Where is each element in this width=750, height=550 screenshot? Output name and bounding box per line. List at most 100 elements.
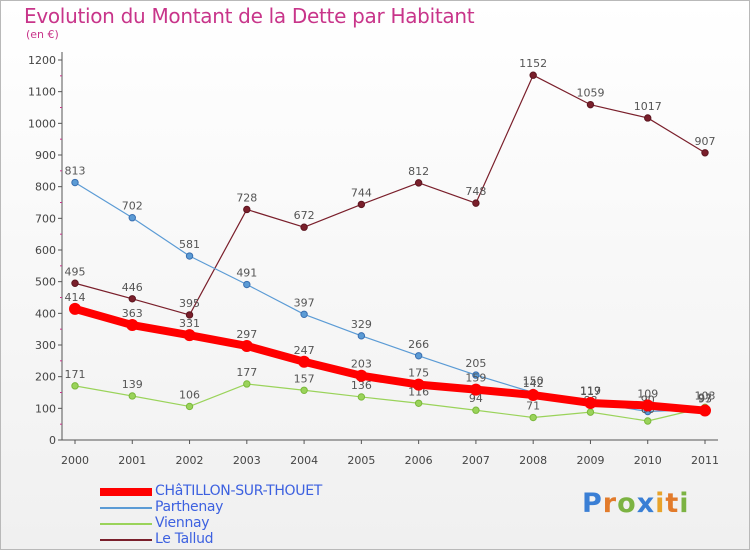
data-label: 672 xyxy=(294,209,315,222)
data-label: 1059 xyxy=(576,87,604,100)
data-point xyxy=(357,393,366,401)
x-tick-label: 2002 xyxy=(176,454,204,467)
y-tick-label: 700 xyxy=(35,212,56,225)
data-point xyxy=(300,386,308,394)
data-label: 581 xyxy=(179,238,200,251)
data-point xyxy=(586,408,595,416)
data-label: 103 xyxy=(695,389,716,402)
data-point xyxy=(128,214,136,222)
data-point xyxy=(644,114,652,122)
data-point xyxy=(529,71,537,79)
data-label: 331 xyxy=(179,317,200,330)
data-point xyxy=(243,380,251,388)
data-label: 813 xyxy=(65,165,86,178)
y-tick-label: 0 xyxy=(49,434,56,447)
legend-label-viennay: Viennay xyxy=(155,515,210,531)
data-point xyxy=(357,332,366,340)
data-point xyxy=(71,178,79,187)
data-point xyxy=(584,396,597,409)
data-point xyxy=(529,413,537,422)
legend-swatch-viennay xyxy=(100,523,152,525)
data-point xyxy=(243,205,251,214)
y-tick-label: 100 xyxy=(35,402,56,415)
data-point xyxy=(300,223,308,231)
series-line xyxy=(74,74,706,316)
data-point xyxy=(472,371,480,379)
data-label: 247 xyxy=(294,344,315,357)
data-point xyxy=(412,378,425,391)
y-tick-label: 900 xyxy=(35,149,56,162)
data-label: 728 xyxy=(236,191,257,204)
legend-label-parthenay: Parthenay xyxy=(155,499,224,515)
chart-subtitle: (en €) xyxy=(26,28,59,41)
legend-swatch-parthenay xyxy=(100,507,152,509)
data-label: 109 xyxy=(637,387,658,400)
x-tick-label: 2008 xyxy=(519,454,547,467)
series-line xyxy=(71,304,709,415)
data-label: 139 xyxy=(122,378,143,391)
data-label: 93 xyxy=(698,393,712,406)
x-tick-label: 2011 xyxy=(691,454,719,467)
brand-letter: r xyxy=(602,488,618,519)
data-label: 71 xyxy=(526,400,540,413)
x-tick-label: 2007 xyxy=(462,454,490,467)
line-chart: 0 100 200 300 400 500 600 700 800 900 1000 1100 1200… xyxy=(28,52,719,467)
data-label: 150 xyxy=(523,375,544,388)
data-label: 446 xyxy=(122,281,143,294)
y-tick-label: 1200 xyxy=(28,54,56,67)
data-label: 106 xyxy=(179,388,200,401)
data-label: 395 xyxy=(179,297,200,310)
data-label: 491 xyxy=(236,267,257,280)
data-point xyxy=(183,329,196,342)
data-point xyxy=(185,311,194,319)
data-label: 177 xyxy=(236,366,257,379)
y-tick-label: 800 xyxy=(35,181,56,194)
data-point xyxy=(71,279,79,287)
legend-swatch-le-tallud xyxy=(100,539,152,541)
y-tick-label: 300 xyxy=(35,339,56,352)
data-label: 171 xyxy=(65,368,86,381)
data-label: 397 xyxy=(294,296,315,309)
data-label: 363 xyxy=(122,307,143,320)
brand-letter: o xyxy=(617,488,637,519)
data-label: 136 xyxy=(351,379,372,392)
x-tick-label: 2009 xyxy=(576,454,604,467)
y-tick-label: 200 xyxy=(35,371,56,384)
data-point xyxy=(699,404,711,417)
y-tick-label: 400 xyxy=(35,307,56,320)
x-tick-label: 2001 xyxy=(118,454,146,467)
data-label: 157 xyxy=(294,372,315,385)
series-line xyxy=(74,383,706,422)
data-label: 748 xyxy=(465,185,486,198)
legend-swatch-chatillon xyxy=(100,488,152,496)
data-label: 142 xyxy=(523,377,544,390)
y-tick-label: 600 xyxy=(35,244,56,257)
data-label: 1152 xyxy=(519,57,547,70)
data-label: 1017 xyxy=(634,100,662,113)
data-point xyxy=(300,310,308,318)
data-point xyxy=(240,339,253,352)
data-point xyxy=(472,199,480,207)
data-point xyxy=(71,382,79,390)
data-label: 203 xyxy=(351,358,372,371)
data-point xyxy=(414,399,423,407)
data-point xyxy=(644,417,652,425)
data-point xyxy=(527,389,540,402)
data-point xyxy=(69,302,81,315)
data-label: 297 xyxy=(236,328,257,341)
data-point xyxy=(298,355,311,368)
data-label: 97 xyxy=(698,391,712,404)
data-point xyxy=(128,392,136,400)
data-point xyxy=(414,179,423,187)
data-point xyxy=(414,352,423,360)
data-point xyxy=(586,100,595,109)
legend-label-le-tallud: Le Tallud xyxy=(155,531,214,547)
x-tick-label: 2006 xyxy=(405,454,433,467)
data-label: 159 xyxy=(465,372,486,385)
data-point xyxy=(243,280,251,289)
data-label: 329 xyxy=(351,318,372,331)
data-label: 812 xyxy=(408,165,429,178)
data-label: 414 xyxy=(65,291,86,304)
brand-letter: t xyxy=(665,488,680,519)
x-tick-label: 2003 xyxy=(233,454,261,467)
